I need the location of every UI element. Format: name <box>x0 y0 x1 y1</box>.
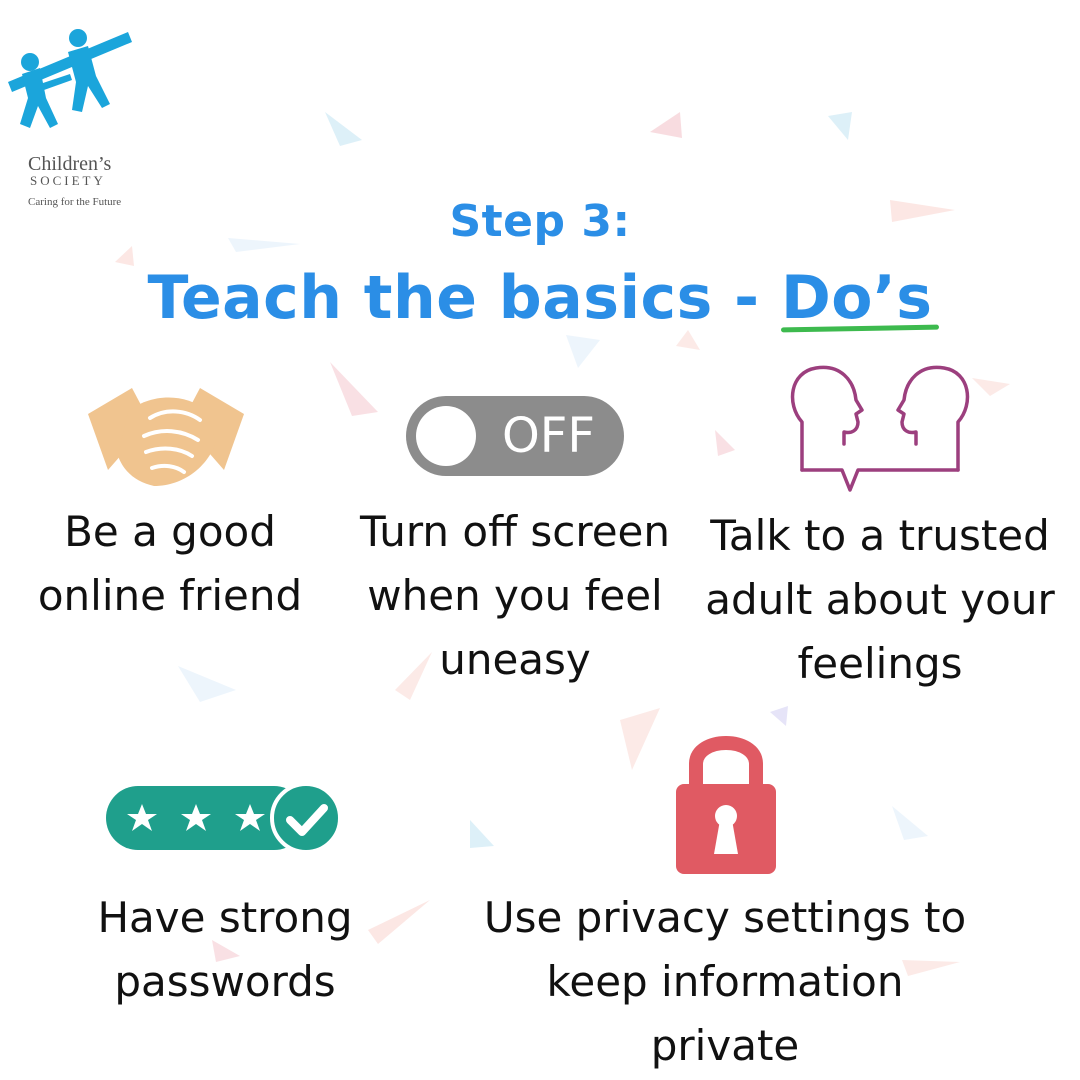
step-heading: Step 3: <box>449 196 631 247</box>
padlock-icon <box>676 736 776 874</box>
item-label-online-friend: Be a good online friend <box>37 507 303 620</box>
title-prefix: Teach the basics - <box>147 263 781 333</box>
page-title: Teach the basics - Do’s <box>0 263 1080 333</box>
logo-name: Children’s <box>28 153 112 175</box>
item-label-trusted-adult: Talk to a trusted adult about your feeli… <box>705 511 1055 688</box>
item-label-strong-passwords: Have strong passwords <box>97 893 353 1006</box>
password-stars-check-icon <box>106 782 342 854</box>
toggle-off-text: OFF <box>502 408 595 464</box>
item-label-privacy-settings: Use privacy settings to keep information… <box>483 893 967 1070</box>
logo-tagline: Caring for the Future <box>28 196 122 208</box>
title-highlight: Do’s <box>780 263 933 333</box>
two-heads-talking-icon <box>790 365 970 492</box>
handshake-icon <box>88 388 244 486</box>
item-label-turn-off-screen: Turn off screen when you feel uneasy <box>360 507 670 684</box>
childrens-society-logo: Children’s SOCIETY Caring for the Future <box>0 24 150 208</box>
logo-subtitle: SOCIETY <box>30 173 106 188</box>
toggle-knob <box>416 406 476 466</box>
toggle-off-icon: OFF <box>406 396 624 476</box>
children-figures-icon <box>8 29 132 128</box>
